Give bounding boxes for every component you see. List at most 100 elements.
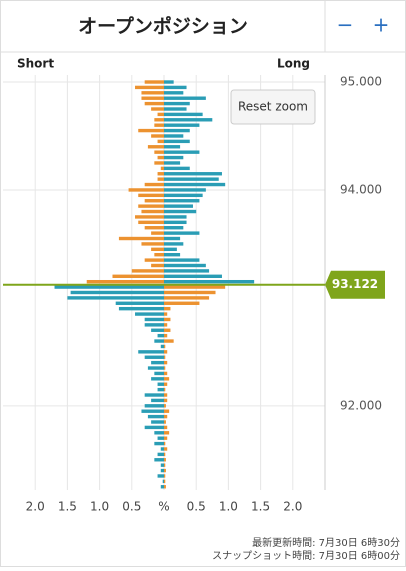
bar — [131, 269, 164, 273]
bar — [164, 290, 216, 295]
bar — [135, 312, 164, 316]
bar — [147, 145, 164, 149]
bar — [164, 204, 193, 208]
bar — [164, 468, 166, 473]
bar — [115, 301, 164, 305]
bar — [164, 479, 166, 484]
bar — [164, 215, 187, 219]
bar — [70, 290, 164, 295]
bar — [164, 231, 200, 235]
bar — [164, 404, 166, 408]
bar — [164, 134, 184, 138]
bar — [164, 317, 171, 322]
bar — [151, 398, 164, 403]
bar — [157, 382, 164, 386]
bar — [164, 312, 168, 316]
bar — [164, 485, 166, 489]
bar — [164, 301, 200, 305]
bar — [164, 188, 206, 192]
bar — [164, 306, 171, 311]
bar — [157, 333, 164, 338]
bar — [164, 199, 200, 203]
bar — [162, 479, 164, 484]
bar — [164, 226, 184, 230]
bar — [112, 274, 164, 278]
bar — [164, 279, 255, 284]
bar — [164, 393, 168, 397]
reset-zoom-button[interactable] — [230, 89, 316, 125]
long-label: Long — [277, 57, 310, 71]
bar — [138, 128, 164, 133]
bar — [164, 123, 200, 127]
bar — [164, 382, 168, 386]
x-tick-label: 2.0 — [283, 500, 302, 514]
bar — [151, 360, 164, 365]
bar — [144, 258, 164, 262]
bar — [151, 263, 164, 268]
bar — [160, 468, 164, 473]
bar — [164, 253, 181, 257]
bar — [164, 463, 166, 467]
bar — [141, 242, 164, 246]
bar — [164, 177, 219, 181]
bar — [54, 285, 164, 289]
bar — [157, 436, 164, 440]
bar — [164, 474, 166, 478]
bar — [151, 420, 164, 424]
bar — [160, 344, 164, 349]
updated-time: 最新更新時間: 7月30日 6時30分 — [252, 536, 400, 549]
bar — [157, 155, 164, 160]
bar — [164, 323, 168, 327]
bar — [144, 101, 164, 106]
bar — [141, 96, 164, 100]
bar — [157, 177, 164, 181]
bar — [151, 247, 164, 252]
x-tick-label: 1.0 — [219, 500, 238, 514]
bar — [160, 166, 164, 171]
bar — [138, 204, 164, 208]
short-label: Short — [17, 57, 54, 71]
bar — [157, 112, 164, 117]
bar — [147, 366, 164, 370]
zoom-in-button[interactable]: + — [373, 13, 390, 37]
bar — [151, 107, 164, 111]
zoom-out-button[interactable]: − — [337, 13, 354, 37]
bar — [151, 328, 164, 332]
bar — [154, 161, 164, 165]
snapshot-time: スナップショット時間: 7月30日 6時00分 — [212, 550, 400, 562]
bar — [164, 107, 187, 111]
bar — [157, 387, 164, 392]
reset-zoom-label[interactable]: Reset zoom — [238, 100, 308, 114]
x-tick-label: 1.5 — [58, 500, 77, 514]
bar — [164, 80, 174, 84]
bar — [141, 409, 164, 413]
bar — [164, 209, 197, 214]
bar — [160, 463, 164, 467]
x-tick-label: 0.5 — [122, 500, 141, 514]
bar — [164, 247, 177, 252]
bar — [141, 91, 164, 95]
bar — [164, 155, 184, 160]
bar — [154, 123, 164, 127]
bar — [144, 80, 164, 84]
bar — [164, 458, 166, 462]
bar — [164, 172, 222, 176]
bar — [164, 220, 187, 225]
bar — [141, 209, 164, 214]
bar — [164, 242, 184, 246]
bar — [164, 344, 166, 349]
bar — [164, 91, 184, 95]
bar — [138, 220, 164, 225]
bar — [157, 172, 164, 176]
bar — [164, 96, 206, 100]
bar — [151, 134, 164, 138]
bar — [154, 253, 164, 257]
bar — [160, 485, 164, 489]
bar — [164, 193, 203, 198]
bar — [128, 188, 164, 192]
bar — [164, 145, 181, 149]
bar — [164, 166, 190, 171]
bar — [164, 85, 187, 90]
bar — [164, 409, 170, 413]
